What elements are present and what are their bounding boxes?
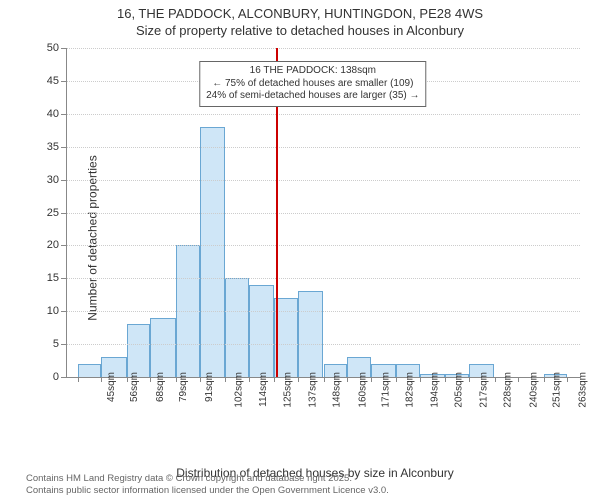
- x-tick: [347, 377, 348, 382]
- x-tick-label: 263sqm: [577, 372, 588, 408]
- x-tick: [396, 377, 397, 382]
- x-tick: [225, 377, 226, 382]
- x-tick: [518, 377, 519, 382]
- gridline: [67, 213, 580, 214]
- y-tick-label: 40: [33, 108, 59, 120]
- x-tick: [150, 377, 151, 382]
- y-tick-label: 20: [33, 239, 59, 251]
- x-tick: [445, 377, 446, 382]
- plot-area: 0510152025303540455045sqm56sqm68sqm79sqm…: [66, 48, 580, 378]
- y-tick: [61, 147, 67, 148]
- x-tick-label: 251sqm: [552, 372, 563, 408]
- footnote-line2: Contains public sector information licen…: [26, 485, 389, 496]
- y-tick-label: 15: [33, 272, 59, 284]
- histogram-bar: [200, 127, 226, 377]
- x-tick: [78, 377, 79, 382]
- histogram-bar: [127, 324, 151, 377]
- histogram-bar: [150, 318, 176, 377]
- y-tick: [61, 114, 67, 115]
- y-tick: [61, 377, 67, 378]
- x-tick: [371, 377, 372, 382]
- x-tick: [274, 377, 275, 382]
- x-tick-label: 148sqm: [331, 372, 342, 408]
- x-tick-label: 160sqm: [357, 372, 368, 408]
- gridline: [67, 180, 580, 181]
- plot-wrap: Number of detached properties 0510152025…: [50, 48, 580, 428]
- gridline: [67, 48, 580, 49]
- annotation-line3: 24% of semi-detached houses are larger (…: [206, 90, 419, 103]
- annotation-box: 16 THE PADDOCK: 138sqm← 75% of detached …: [199, 61, 426, 107]
- x-tick-label: 114sqm: [258, 372, 269, 407]
- gridline: [67, 344, 580, 345]
- x-tick: [176, 377, 177, 382]
- y-tick: [61, 245, 67, 246]
- chart-title-block: 16, THE PADDOCK, ALCONBURY, HUNTINGDON, …: [0, 0, 600, 40]
- x-tick: [101, 377, 102, 382]
- x-tick-label: 45sqm: [106, 372, 117, 402]
- gridline: [67, 311, 580, 312]
- histogram-bar: [298, 291, 324, 377]
- y-tick: [61, 344, 67, 345]
- x-tick-label: 240sqm: [528, 372, 539, 408]
- x-tick-label: 182sqm: [404, 372, 415, 408]
- y-tick: [61, 278, 67, 279]
- x-tick-label: 228sqm: [502, 372, 513, 408]
- y-tick: [61, 81, 67, 82]
- x-tick: [127, 377, 128, 382]
- x-tick: [544, 377, 545, 382]
- footnote-line1: Contains HM Land Registry data © Crown c…: [26, 473, 389, 484]
- gridline: [67, 114, 580, 115]
- x-tick-label: 79sqm: [178, 372, 189, 402]
- x-tick-label: 56sqm: [129, 372, 140, 402]
- histogram-bar: [225, 278, 249, 377]
- annotation-line2: ← 75% of detached houses are smaller (10…: [206, 78, 419, 91]
- histogram-bar: [249, 285, 275, 377]
- x-tick: [420, 377, 421, 382]
- x-tick: [469, 377, 470, 382]
- x-tick-label: 205sqm: [453, 372, 464, 408]
- x-tick-label: 102sqm: [233, 372, 244, 408]
- y-tick-label: 35: [33, 141, 59, 153]
- y-tick-label: 50: [33, 42, 59, 54]
- x-tick-label: 91sqm: [204, 372, 215, 402]
- y-tick: [61, 311, 67, 312]
- gridline: [67, 147, 580, 148]
- chart-title-line1: 16, THE PADDOCK, ALCONBURY, HUNTINGDON, …: [0, 6, 600, 23]
- y-tick-label: 0: [33, 371, 59, 383]
- y-tick-label: 25: [33, 207, 59, 219]
- footnote: Contains HM Land Registry data © Crown c…: [26, 473, 389, 496]
- y-tick: [61, 48, 67, 49]
- x-tick-label: 125sqm: [282, 372, 293, 408]
- gridline: [67, 278, 580, 279]
- x-tick-label: 217sqm: [479, 372, 490, 408]
- x-tick: [249, 377, 250, 382]
- y-tick-label: 5: [33, 338, 59, 350]
- x-tick-label: 68sqm: [155, 372, 166, 402]
- chart-title-line2: Size of property relative to detached ho…: [0, 23, 600, 40]
- histogram-bar: [78, 364, 102, 377]
- x-tick-label: 171sqm: [381, 372, 392, 408]
- x-tick-label: 194sqm: [430, 372, 441, 408]
- y-tick-label: 45: [33, 75, 59, 87]
- annotation-line1: 16 THE PADDOCK: 138sqm: [206, 65, 419, 78]
- x-tick: [200, 377, 201, 382]
- y-tick-label: 10: [33, 305, 59, 317]
- y-tick-label: 30: [33, 174, 59, 186]
- x-tick: [495, 377, 496, 382]
- gridline: [67, 245, 580, 246]
- x-tick: [324, 377, 325, 382]
- x-tick-label: 137sqm: [308, 372, 319, 408]
- x-tick: [298, 377, 299, 382]
- y-tick: [61, 180, 67, 181]
- x-tick: [567, 377, 568, 382]
- y-tick: [61, 213, 67, 214]
